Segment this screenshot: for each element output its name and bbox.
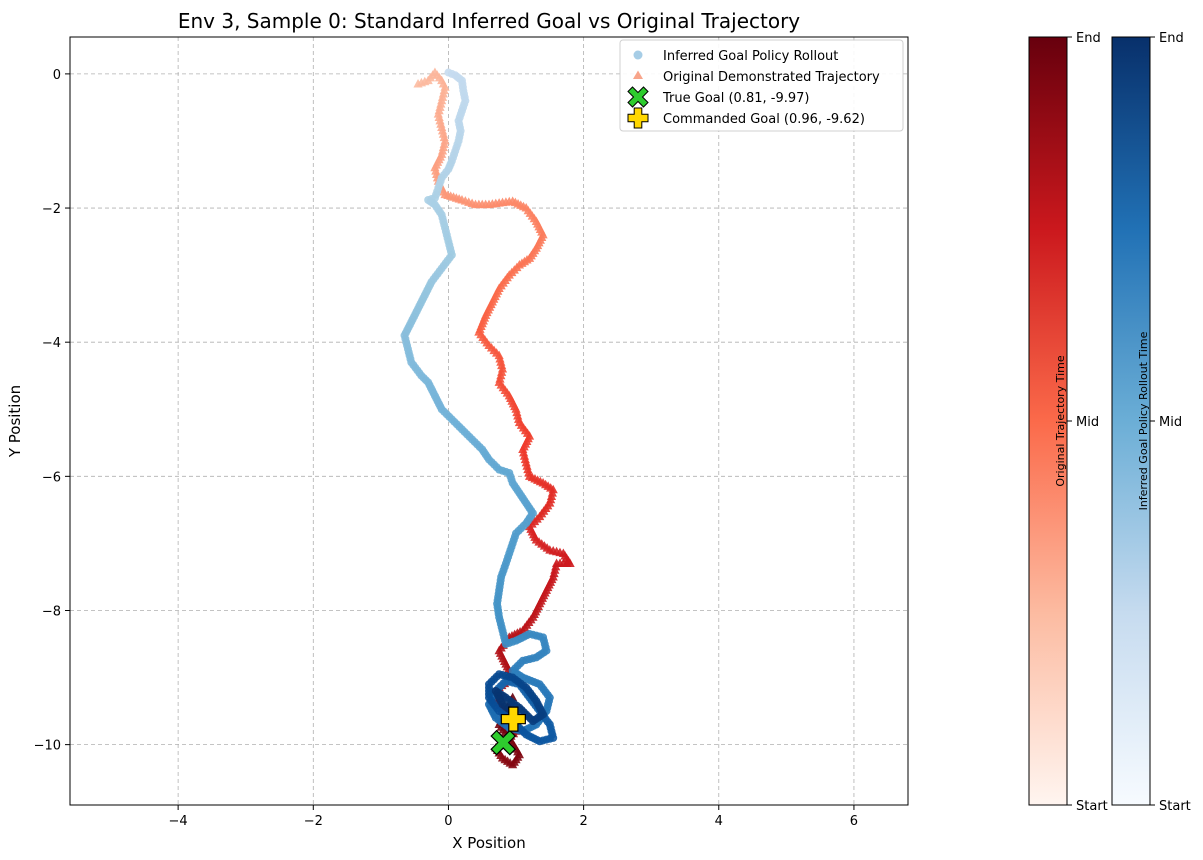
x-tick-label: 0 (444, 814, 452, 829)
plot-area (70, 37, 908, 805)
legend-box (619, 39, 904, 132)
true-goal-marker (490, 729, 517, 756)
series-rollout (400, 68, 558, 746)
legend-label-true-goal: True Goal (0.81, -9.97) (662, 91, 809, 106)
colorbar-original-gradient (1028, 36, 1068, 806)
colorbar-rollout-gradient (1111, 36, 1151, 806)
x-tick-label: 4 (715, 814, 723, 829)
commanded-goal-marker (500, 706, 526, 732)
y-tick-label: −6 (42, 470, 61, 485)
legend-marker-original (633, 70, 643, 79)
y-tick-label: −8 (42, 604, 61, 619)
colorbar-original-title: Original Trajectory Time (1054, 355, 1067, 487)
chart-title: Env 3, Sample 0: Standard Inferred Goal … (178, 9, 800, 33)
legend-marker-commanded-goal (627, 107, 649, 129)
legend-marker-rollout (633, 50, 643, 60)
legend-label-original: Original Demonstrated Trajectory (663, 70, 880, 85)
y-tick-label: −2 (42, 202, 61, 217)
colorbar-rollout-label-mid: Mid (1159, 415, 1182, 430)
colorbar-original-label-start: Start (1076, 799, 1108, 814)
goal-markers (490, 706, 526, 756)
x-tick-label: 2 (579, 814, 587, 829)
legend: Inferred Goal Policy Rollout Original De… (619, 39, 904, 132)
y-tick-label: 0 (53, 68, 61, 83)
y-axis-label: Y Position (6, 385, 24, 458)
colorbar-rollout: Start Mid End Inferred Goal Policy Rollo… (1111, 31, 1191, 814)
colorbar-rollout-label-end: End (1159, 31, 1184, 46)
legend-label-commanded-goal: Commanded Goal (0.96, -9.62) (663, 112, 865, 127)
plot-frame (69, 36, 909, 806)
x-tick-label: −4 (169, 814, 188, 829)
colorbar-original-label-mid: Mid (1076, 415, 1099, 430)
x-tick-label: 6 (850, 814, 858, 829)
legend-commanded-goal-symbol (627, 107, 649, 129)
colorbar-original: Start Mid End Original Trajectory Time (1028, 31, 1108, 814)
colorbar-rollout-label-start: Start (1159, 799, 1191, 814)
y-tick-label: −10 (34, 739, 61, 754)
colorbar-original-label-end: End (1076, 31, 1101, 46)
legend-marker-true-goal (627, 86, 649, 108)
legend-label-rollout: Inferred Goal Policy Rollout (663, 49, 838, 64)
legend-true-goal-symbol (627, 86, 649, 108)
colorbar-rollout-title: Inferred Goal Policy Rollout Time (1137, 331, 1150, 510)
x-tick-label: −2 (304, 814, 323, 829)
x-axis-label: X Position (452, 834, 525, 852)
y-tick-label: −4 (42, 336, 61, 351)
axis-ticks: −4 −2 0 2 4 6 0 −2 −4 −6 −8 −10 (34, 68, 859, 829)
